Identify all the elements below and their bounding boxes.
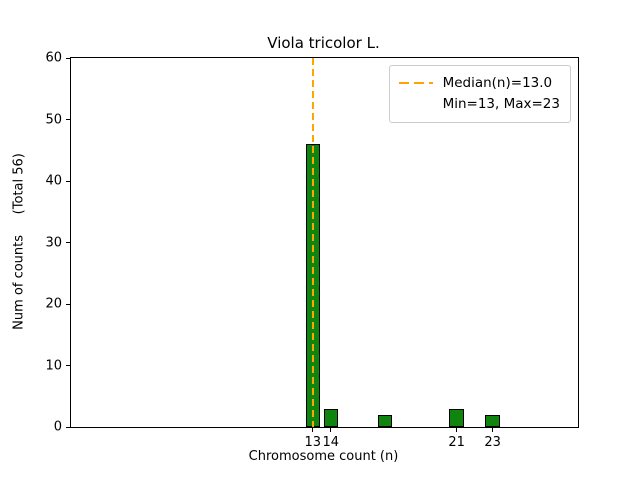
y-tick-label: 10 <box>45 358 62 373</box>
x-tick-mark <box>330 428 332 432</box>
chart-title: Viola tricolor L. <box>267 34 380 52</box>
y-tick-label: 40 <box>45 173 62 189</box>
y-tick-mark <box>66 426 70 428</box>
legend-swatch-empty <box>399 103 433 105</box>
y-tick-label: 60 <box>45 50 62 66</box>
legend-row: Min=13, Max=23 <box>399 94 560 115</box>
y-tick-mark <box>66 180 70 182</box>
y-tick-mark <box>66 365 70 366</box>
y-axis-label: Num of counts (Total 56) <box>11 153 27 330</box>
y-tick-label: 50 <box>45 112 62 127</box>
legend-row: Median(n)=13.0 <box>398 73 560 94</box>
y-tick-label: 0 <box>53 419 62 435</box>
y-tick-mark <box>66 57 70 59</box>
x-tick-mark <box>312 428 314 432</box>
legend: Median(n)=13.0 Min=13, Max=23 <box>388 65 571 123</box>
x-axis-label: Chromosome count (n) <box>248 449 399 464</box>
y-tick-mark <box>66 242 70 243</box>
histogram-bar <box>377 414 392 427</box>
x-tick-label: 13 <box>304 435 322 450</box>
legend-label: Median(n)=13.0 <box>442 75 553 91</box>
y-tick-mark <box>66 303 70 305</box>
median-line <box>311 58 314 427</box>
median-dashed-line-icon <box>398 82 433 85</box>
y-tick-mark <box>66 119 70 120</box>
x-tick-label: 23 <box>484 435 501 450</box>
y-tick-label: 20 <box>45 296 62 312</box>
histogram-bar <box>485 414 500 427</box>
x-tick-mark <box>492 428 494 432</box>
histogram-bar <box>449 408 464 427</box>
x-tick-label: 14 <box>322 435 340 450</box>
plot-area: 0 10 20 30 40 50 60 13 14 21 23 Median(n)=13.0 Min=1… <box>45 51 579 450</box>
x-tick-mark <box>456 428 458 432</box>
y-tick-label: 30 <box>45 235 62 250</box>
x-tick-label: 21 <box>448 435 465 450</box>
histogram-bar <box>323 408 338 427</box>
legend-label: Min=13, Max=23 <box>442 95 560 112</box>
